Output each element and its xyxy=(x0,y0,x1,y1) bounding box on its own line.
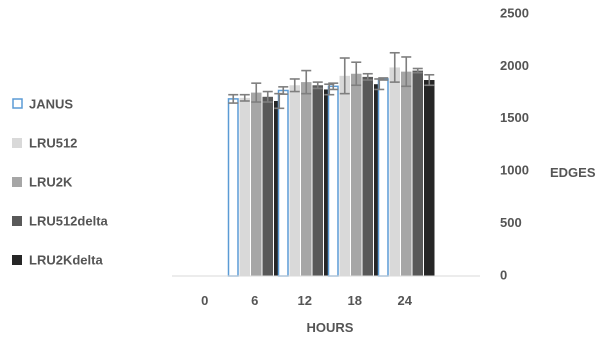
chart-bars xyxy=(227,67,435,277)
legend-swatch xyxy=(12,216,22,226)
bar-LRU512delta-6 xyxy=(262,96,273,277)
y-axis-ticks: 0 500 1000 1500 2000 2500 xyxy=(500,5,529,282)
chart-error-bars xyxy=(228,51,435,110)
error-bar-LRU2K-18 xyxy=(351,61,362,87)
error-bar-JANUS-24 xyxy=(378,77,389,81)
error-bar-LRU2Kdelta-24 xyxy=(424,73,435,87)
y-tick-label: 500 xyxy=(500,215,522,230)
x-tick-label: 12 xyxy=(298,293,312,308)
legend-item: LRU2Kdelta xyxy=(12,252,103,267)
y-tick-label: 1500 xyxy=(500,110,529,125)
bar-LRU512delta-24 xyxy=(412,70,423,276)
x-tick-label: 18 xyxy=(348,293,362,308)
error-bar-LRU512delta-24 xyxy=(412,67,423,74)
legend-label: LRU512 xyxy=(29,135,77,150)
error-bar-LRU2K-12 xyxy=(301,69,312,95)
error-bar-LRU512-6 xyxy=(239,93,250,102)
error-bar-LRU2K-24 xyxy=(401,56,412,88)
legend-label: LRU512delta xyxy=(29,213,109,228)
bar-JANUS-18 xyxy=(327,85,339,277)
y-tick-label: 0 xyxy=(500,267,507,282)
x-tick-label: 0 xyxy=(201,293,208,308)
error-bar-LRU512delta-12 xyxy=(312,81,323,90)
legend-label: LRU2Kdelta xyxy=(29,252,103,267)
x-tick-label: 6 xyxy=(251,293,258,308)
chart-legend: JANUS LRU512 LRU2K LRU512delta LRU2Kdelta xyxy=(12,96,109,267)
legend-swatch xyxy=(12,177,22,187)
y-axis-label: EDGES xyxy=(550,165,596,180)
legend-item: LRU512 xyxy=(12,135,77,150)
bar-JANUS-12 xyxy=(277,89,289,277)
error-bar-LRU512delta-6 xyxy=(262,90,273,103)
legend-swatch xyxy=(12,255,22,265)
bar-LRU512-6 xyxy=(239,97,250,276)
error-bar-LRU512delta-18 xyxy=(362,72,373,81)
legend-item: LRU2K xyxy=(12,174,73,189)
x-tick-label: 24 xyxy=(398,293,413,308)
bar-JANUS-6 xyxy=(227,98,239,277)
y-tick-label: 2000 xyxy=(500,58,529,73)
error-bar-JANUS-18 xyxy=(328,82,339,91)
y-tick-label: 2500 xyxy=(500,5,529,20)
error-bar-LRU512-18 xyxy=(339,57,350,95)
bar-LRU512-24 xyxy=(389,67,400,276)
error-bar-LRU512-12 xyxy=(289,78,300,93)
y-tick-label: 1000 xyxy=(500,163,529,178)
bar-LRU512delta-12 xyxy=(312,85,323,276)
error-bar-JANUS-6 xyxy=(228,93,239,104)
x-axis-label: HOURS xyxy=(307,320,354,335)
legend-label: LRU2K xyxy=(29,174,73,189)
legend-item: LRU512delta xyxy=(12,213,109,228)
legend-label: JANUS xyxy=(29,96,73,111)
bar-LRU2K-12 xyxy=(301,82,312,277)
bar-LRU2K-6 xyxy=(251,92,262,276)
bar-LRU2K-18 xyxy=(351,73,362,277)
error-bar-LRU512-24 xyxy=(389,51,400,83)
error-bar-JANUS-12 xyxy=(278,86,289,95)
bar-LRU512-12 xyxy=(289,85,300,276)
bar-LRU2K-24 xyxy=(401,71,412,276)
legend-swatch xyxy=(12,138,22,148)
bar-JANUS-24 xyxy=(377,78,389,277)
legend-item: JANUS xyxy=(12,96,73,111)
bar-LRU2Kdelta-24 xyxy=(424,80,435,276)
error-bar-LRU2K-6 xyxy=(251,82,262,103)
x-axis-ticks: 0 6 12 18 24 xyxy=(201,293,413,308)
legend-swatch xyxy=(12,98,23,109)
bar-LRU512delta-18 xyxy=(362,76,373,276)
bar-LRU512-18 xyxy=(339,75,350,276)
